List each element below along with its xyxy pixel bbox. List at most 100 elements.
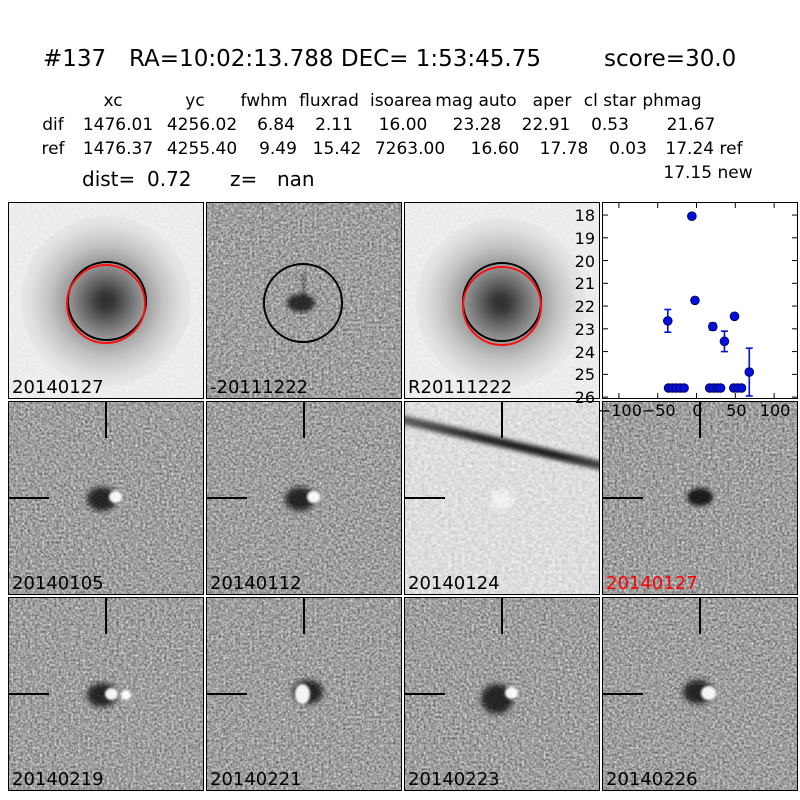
data-point [729,311,740,322]
dif-fluxrad: 2.11 [315,115,353,135]
residual-white-spot [701,686,716,700]
residual-white-spot [109,491,122,503]
ref-phmag: 17.24 ref [665,139,743,159]
dif-phmag: 21.67 [666,115,716,135]
ref-xc: 1476.37 [82,139,154,159]
x-tick-label: 50 [726,401,747,420]
crosshair-top-tick [105,598,107,634]
crosshair-left-tick [207,497,247,499]
data-point [736,383,747,393]
lightcurve-plot: −100 −50 0 50 100 18 19 20 21 22 23 24 25 26 [575,202,798,420]
panel-date-label: 20140127 [606,573,698,594]
panel-date-label: 20140226 [606,769,698,790]
faint-white-spot [491,490,513,510]
panel-date-label: 20140223 [408,769,500,790]
panel-date-label: -20111222 [210,377,309,398]
cutout-grid: 20140127 -20111222 R20111222 −100 −50 0 50 1… [8,202,798,791]
aperture-circle-black [263,263,343,343]
data-point [715,383,726,393]
x-tick-label: −50 [641,401,676,420]
crosshair-left-tick [603,693,643,695]
panel-date-label: R20111222 [408,377,513,398]
residual-white-spot [105,688,118,700]
ref-aper: 17.78 [539,139,589,159]
cutout-diff-20140219: 20140219 [8,597,204,791]
crosshair-top-tick [303,598,305,634]
panel-date-label: 20140105 [12,573,104,594]
x-tick-label: −100 [597,401,642,420]
z-label: z= [230,167,258,191]
col-header-aper: aper [532,91,572,111]
panel-date-label: 20140127 [12,377,104,398]
y-tick-label: 23 [574,319,595,339]
candidate-score: score=30.0 [604,46,737,72]
lightcurve-canvas [603,203,797,398]
crosshair-top-tick [105,402,107,438]
cutout-diff-20140112: 20140112 [206,401,402,595]
cutout-reference-stamp-R20111222: R20111222 [404,202,600,399]
crosshair-top-tick [699,402,701,438]
dif-fwhm: 6.84 [257,115,295,135]
col-header-xc: xc [103,91,123,111]
crosshair-left-tick [9,693,49,695]
dif-xc: 1476.01 [82,115,154,135]
panel-date-label: 20140219 [12,769,104,790]
col-header-mag-auto: mag auto [435,91,517,111]
ref-fluxrad: 15.42 [312,139,362,159]
y-tick-label: 22 [574,297,595,317]
dif-yc: 4256.02 [166,115,238,135]
cutout-diff-20140105: 20140105 [8,401,204,595]
col-header-yc: yc [185,91,205,111]
crosshair-left-tick [9,497,49,499]
phmag-new: 17.15 new [663,163,753,183]
cutout-diff-20140226: 20140226 [602,597,798,791]
panel-date-label: 20140221 [210,769,302,790]
z-value: nan [277,167,315,191]
ref-isoarea: 7263.00 [374,139,446,159]
residual-white-spot [505,687,518,699]
aperture-circle-red [66,264,146,344]
y-tick-label: 21 [574,274,595,294]
crosshair-top-tick [699,598,701,634]
crosshair-top-tick [501,598,503,634]
dif-isoarea: 16.00 [378,115,428,135]
data-point [662,316,673,326]
x-tick-label: 0 [692,401,703,420]
col-header-fwhm: fwhm [240,91,288,111]
data-point [719,336,730,347]
y-tick-label: 19 [574,228,595,248]
crosshair-top-tick [501,402,503,438]
dif-mag-auto: 23.28 [452,115,502,135]
dif-cl-star: 0.53 [591,115,629,135]
residual-white-spot [307,491,320,503]
residual-white-spot [295,684,310,704]
crosshair-top-tick [303,402,305,438]
panel-date-label: 20140124 [408,573,500,594]
cutout-diff-20140124: 20140124 [404,401,600,595]
data-point [679,383,689,393]
panel-date-label: 20140112 [210,573,302,594]
dist-value: 0.72 [147,167,192,191]
col-header-cl-star: cl star [583,91,637,111]
cutout-diff-20140221: 20140221 [206,597,402,791]
ref-row-label: ref [41,139,65,159]
data-point [690,295,700,306]
dif-aper: 22.91 [521,115,571,135]
x-tick-label: 100 [759,401,791,420]
cutout-diff-20140223: 20140223 [404,597,600,791]
data-point [687,211,697,221]
data-point [744,367,755,377]
ref-fwhm: 9.49 [259,139,297,159]
y-tick-label: 24 [574,342,595,362]
col-header-phmag: phmag [642,91,702,111]
crosshair-left-tick [207,693,247,695]
cutout-new-stamp-20140127: 20140127 [8,202,204,399]
crosshair-left-tick [405,497,445,499]
col-header-fluxrad: fluxrad [299,91,359,111]
cutout-old-diff-20111222: -20111222 [206,202,402,399]
col-header-isoarea: isoarea [370,91,432,111]
crosshair-left-tick [603,497,643,499]
ref-cl-star: 0.03 [609,139,647,159]
ref-yc: 4255.40 [166,139,238,159]
dist-label: dist= [82,167,136,191]
